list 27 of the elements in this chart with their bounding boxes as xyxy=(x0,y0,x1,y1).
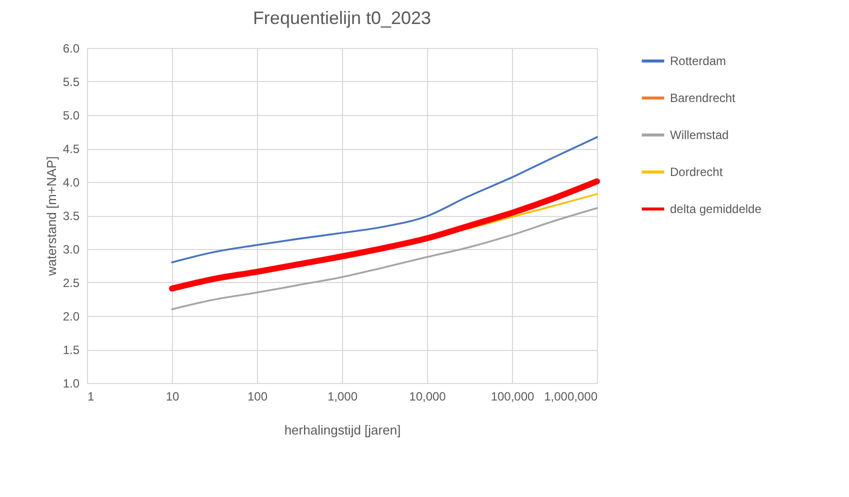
y-tick-label: 3.5 xyxy=(62,209,80,223)
x-tick-label: 100,000 xyxy=(490,390,535,404)
legend-label: Rotterdam xyxy=(670,54,726,68)
legend-label: delta gemiddelde xyxy=(670,202,762,216)
x-tick-label: 1,000 xyxy=(327,390,358,404)
y-tick-label: 4.5 xyxy=(62,142,80,156)
y-tick-label: 5.0 xyxy=(62,108,80,122)
x-tick-label: 10,000 xyxy=(409,390,446,404)
y-tick-label: 2.5 xyxy=(62,276,80,290)
y-tick-label: 2.0 xyxy=(62,310,80,324)
y-tick-label: 3.0 xyxy=(62,242,80,256)
x-tick-label: 10 xyxy=(166,390,180,404)
y-axis-title: waterstand [m+NAP] xyxy=(44,156,59,277)
y-tick-label: 1.5 xyxy=(62,343,80,357)
x-tick-label: 100 xyxy=(247,390,268,404)
x-tick-label: 1,000,000 xyxy=(544,390,598,404)
legend-label: Willemstad xyxy=(670,128,729,142)
y-tick-label: 1.0 xyxy=(62,376,80,390)
x-tick-label: 1 xyxy=(88,390,94,404)
line-series xyxy=(466,193,598,230)
chart-title: Frequentielijn t0_2023 xyxy=(252,8,432,28)
y-tick-label: 5.5 xyxy=(62,75,80,89)
legend-label: Barendrecht xyxy=(670,91,736,105)
y-tick-label: 6.0 xyxy=(62,42,80,56)
legend-label: Dordrecht xyxy=(670,165,724,179)
x-axis-title: herhalingstijd [jaren] xyxy=(284,422,401,438)
y-tick-label: 4.0 xyxy=(62,176,80,190)
